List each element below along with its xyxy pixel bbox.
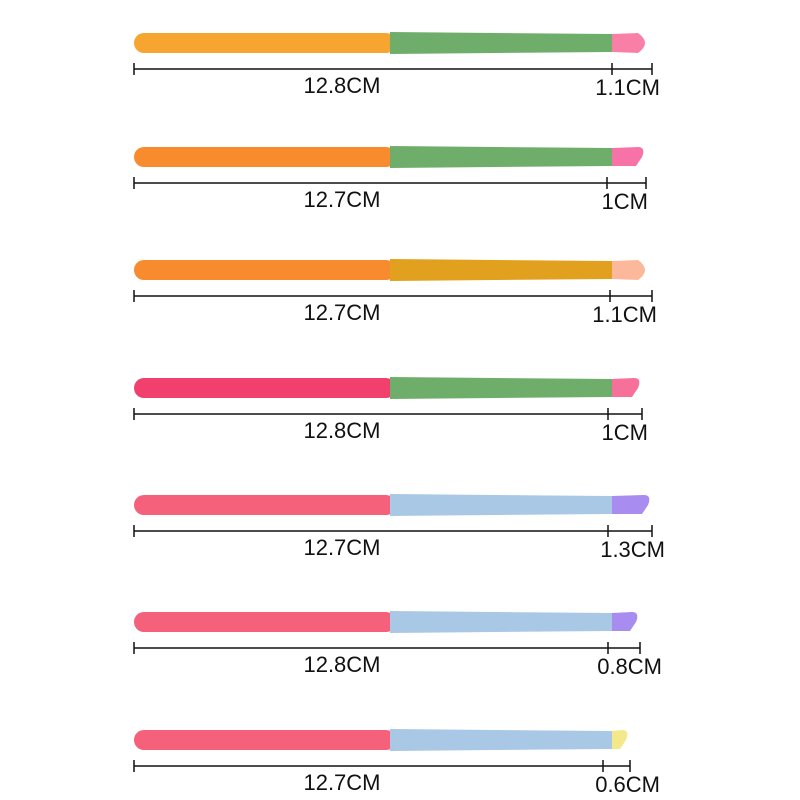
brush-tip xyxy=(612,260,645,280)
tip-length-label: 1CM xyxy=(602,420,648,445)
brush-tip xyxy=(612,612,638,631)
handle-length-label: 12.7CM xyxy=(303,535,380,560)
brush-ferrule xyxy=(390,494,612,516)
brush-handle xyxy=(134,612,396,632)
brush-handle xyxy=(134,495,396,515)
brush-ferrule xyxy=(390,146,612,168)
brush-tip xyxy=(612,495,650,514)
tip-length-label: 0.6CM xyxy=(595,772,660,797)
brush-ferrule xyxy=(390,259,612,281)
brush-tip xyxy=(612,33,645,53)
brush-handle xyxy=(134,260,396,280)
brush: 12.7CM 1CM xyxy=(133,146,648,214)
brush: 12.7CM 1.1CM xyxy=(133,259,657,327)
handle-length-label: 12.7CM xyxy=(303,300,380,325)
brush-tip xyxy=(612,730,628,749)
handle-length-label: 12.8CM xyxy=(303,73,380,98)
brush: 12.7CM 0.6CM xyxy=(133,729,660,797)
tip-length-label: 0.8CM xyxy=(597,654,662,679)
brush-handle xyxy=(134,378,396,398)
tip-length-label: 1.1CM xyxy=(595,75,660,100)
handle-length-label: 12.7CM xyxy=(303,187,380,212)
brush: 12.8CM 0.8CM xyxy=(133,611,662,679)
brush-handle xyxy=(134,147,396,167)
tip-length-label: 1.3CM xyxy=(600,537,665,562)
handle-length-label: 12.8CM xyxy=(303,418,380,443)
brush-tip xyxy=(612,147,644,166)
brush-handle xyxy=(134,730,396,750)
handle-length-label: 12.7CM xyxy=(303,770,380,795)
handle-length-label: 12.8CM xyxy=(303,652,380,677)
brush: 12.8CM 1.1CM xyxy=(133,32,660,100)
brush-ferrule xyxy=(390,729,612,751)
brush: 12.8CM 1CM xyxy=(133,377,648,445)
brush-ferrule xyxy=(390,377,612,399)
tip-length-label: 1CM xyxy=(602,189,648,214)
brush-handle xyxy=(134,33,396,53)
tip-length-label: 1.1CM xyxy=(592,302,657,327)
brush-tip xyxy=(612,378,640,397)
brush: 12.7CM 1.3CM xyxy=(133,494,665,562)
brush-ferrule xyxy=(390,611,612,633)
brush-ferrule xyxy=(390,32,612,54)
